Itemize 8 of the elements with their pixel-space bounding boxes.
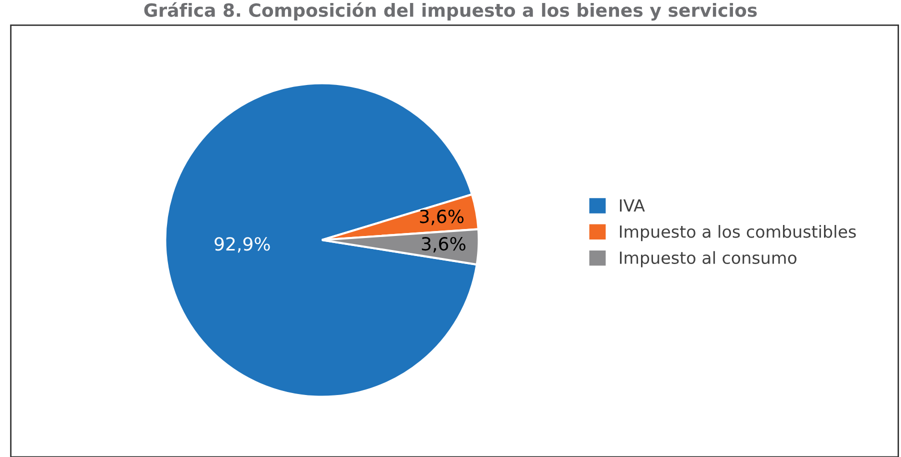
data-label: 92,9% [214,237,270,253]
pie-slice [164,82,478,398]
legend-label: IVA [620,199,645,212]
data-label: 3,6% [420,210,464,226]
data-label: 3,6% [422,236,466,252]
legend-label: Impuesto al consumo [620,251,796,268]
legend-label: Impuesto a los combustibles [620,225,856,242]
chart-title: Gráfica 8. Composición del impuesto a los bienes y servicios [144,2,757,21]
